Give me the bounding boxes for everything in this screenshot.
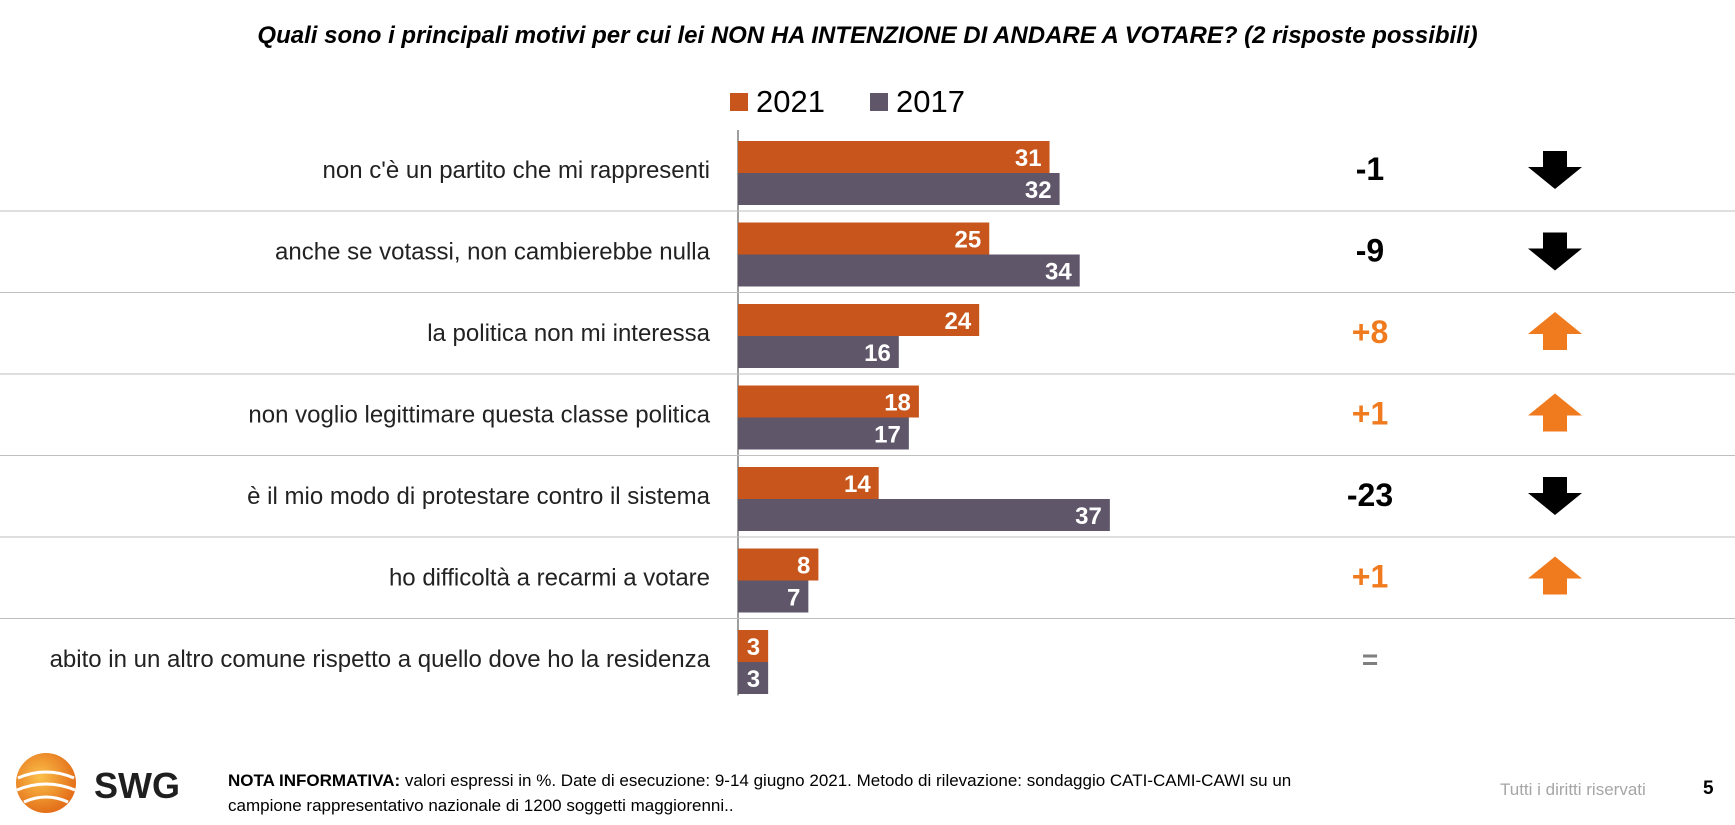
difference-value: +1 (1352, 559, 1388, 595)
note-line2: campione rappresentativo nazionale di 12… (228, 796, 734, 815)
category-label: è il mio modo di protestare contro il si… (247, 483, 711, 510)
bar-2021 (738, 548, 819, 581)
arrow-down-icon (1528, 151, 1582, 189)
page-number: 5 (1703, 778, 1714, 799)
bar-2017 (738, 580, 809, 613)
category-label: anche se votassi, non cambierebbe nulla (275, 239, 711, 266)
bar-2021 (738, 630, 769, 662)
category-label: la politica non mi interessa (427, 320, 710, 347)
legend-label-2021: 2021 (756, 84, 825, 119)
legend-item-2017: 2017 (869, 84, 965, 120)
data-label-2021: 25 (955, 227, 982, 254)
data-label-2017: 37 (1075, 503, 1102, 530)
difference-value: -9 (1356, 233, 1384, 269)
difference-value: -1 (1356, 151, 1384, 187)
bar-2017 (738, 173, 1060, 205)
data-label-2021: 3 (747, 634, 760, 661)
rights-text: Tutti i diritti riservati (1500, 780, 1646, 799)
footer-note: NOTA INFORMATIVA: valori espressi in %. … (228, 768, 1378, 818)
bar-2021 (738, 222, 990, 255)
bar-2017 (738, 336, 899, 368)
bar-2021 (738, 304, 980, 336)
data-label-2017: 17 (874, 422, 901, 449)
category-label: non voglio legittimare questa classe pol… (248, 402, 710, 429)
bar-2017 (738, 254, 1080, 287)
arrow-up-icon (1528, 312, 1582, 350)
data-label-2017: 7 (787, 585, 800, 612)
data-label-2021: 14 (844, 471, 871, 498)
data-label-2017: 3 (747, 666, 760, 693)
category-label: abito in un altro comune rispetto a quel… (50, 646, 711, 673)
bar-2021 (738, 467, 879, 499)
bar-2017 (738, 417, 909, 450)
arrow-down-icon (1528, 477, 1582, 515)
bar-2017 (738, 662, 769, 694)
data-label-2021: 24 (944, 308, 971, 335)
bar-2017 (738, 499, 1110, 531)
bar-2021 (738, 385, 919, 418)
legend-swatch-2021 (730, 93, 748, 111)
arrow-down-icon (1528, 232, 1582, 271)
legend-label-2017: 2017 (895, 84, 965, 119)
swg-logo: SWG (16, 753, 180, 813)
chart-title: Quali sono i principali motivi per cui l… (257, 22, 1478, 49)
note-line1: valori espressi in %. Date di esecuzione… (400, 771, 1292, 790)
category-label: non c'è un partito che mi rappresenti (323, 157, 710, 184)
bar-chart: non c'è un partito che mi rappresenti 31 3… (0, 130, 1735, 696)
category-label: ho difficoltà a recarmi a votare (389, 565, 710, 592)
arrow-up-icon (1528, 556, 1582, 595)
data-label-2021: 8 (797, 553, 810, 580)
arrow-up-icon (1528, 393, 1582, 432)
legend-swatch-2017 (869, 93, 888, 111)
logo-text: SWG (94, 765, 180, 806)
data-label-2021: 18 (884, 390, 911, 417)
data-label-2017: 16 (864, 340, 891, 367)
data-label-2017: 34 (1045, 259, 1072, 286)
note-label: NOTA INFORMATIVA: (228, 771, 401, 790)
difference-value: +1 (1352, 396, 1388, 432)
bar-2021 (738, 141, 1050, 173)
data-label-2017: 32 (1025, 177, 1052, 204)
data-label-2021: 31 (1015, 145, 1042, 172)
difference-value: -23 (1347, 477, 1393, 513)
legend-item-2021: 2021 (730, 84, 825, 120)
legend: 2021 2017 (730, 84, 1010, 120)
difference-value: +8 (1352, 314, 1388, 350)
difference-value: = (1362, 644, 1378, 675)
